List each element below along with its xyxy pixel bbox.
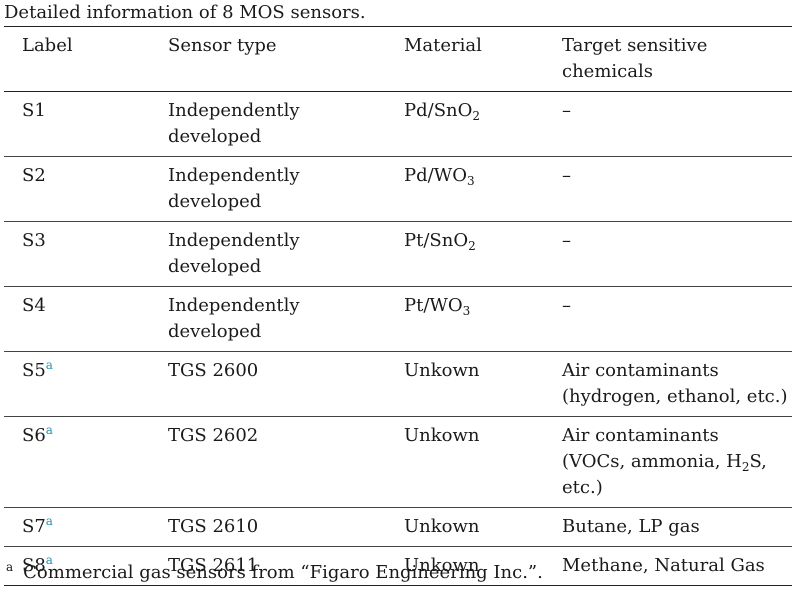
material-subscript: 2 — [472, 109, 481, 123]
cell-target: – — [562, 91, 792, 157]
cell-label: S8a — [4, 546, 168, 586]
label-text: S8 — [22, 555, 46, 576]
cell-label: S4 — [4, 286, 168, 352]
header-row: Label Sensor type Material Target sensit… — [4, 26, 792, 92]
header-sensor-type: Sensor type — [168, 26, 404, 92]
label-text: S3 — [22, 230, 46, 251]
cell-material: Unkown — [404, 351, 562, 417]
target-text: – — [562, 295, 571, 316]
material-text: Unkown — [404, 516, 480, 537]
material-subscript: 3 — [462, 304, 471, 318]
table-row: S3 Independently developed Pt/SnO2 – — [4, 221, 792, 287]
cell-material: Unkown — [404, 507, 562, 547]
target-text: Air contaminants — [562, 360, 719, 381]
material-text: Pd/SnO — [404, 100, 473, 121]
type-text-2: developed — [168, 191, 262, 212]
cell-sensor-type: Independently developed — [168, 286, 404, 352]
table-row: S4 Independently developed Pt/WO3 – — [4, 286, 792, 352]
target-subscript: 2 — [741, 460, 750, 474]
cell-target: Methane, Natural Gas — [562, 546, 792, 586]
material-subscript: 2 — [468, 239, 476, 253]
table-row: S1 Independently developed Pd/SnO2 – — [4, 91, 792, 157]
table-row: S5a TGS 2600 Unkown Air contaminants (hyd… — [4, 351, 792, 417]
footnote-marker-link[interactable]: a — [45, 423, 53, 437]
cell-target: Air contaminants (hydrogen, ethanol, etc.… — [562, 351, 792, 417]
table-row: S2 Independently developed Pd/WO3 – — [4, 156, 792, 222]
type-text-2: developed — [168, 126, 262, 147]
cell-sensor-type: Independently developed — [168, 156, 404, 222]
cell-sensor-type: TGS 2611 — [168, 546, 404, 586]
cell-target: – — [562, 156, 792, 222]
footnote-marker: a — [6, 560, 14, 574]
material-subscript: 3 — [466, 174, 475, 188]
type-text-2: developed — [168, 321, 262, 342]
cell-label: S7a — [4, 507, 168, 547]
type-text-2: developed — [168, 256, 262, 277]
footnote-text: Commercial gas sensors from “Figaro Engi… — [23, 562, 543, 583]
cell-label: S3 — [4, 221, 168, 287]
table-row: S6a TGS 2602 Unkown Air contaminants (VOC… — [4, 416, 792, 508]
cell-target: – — [562, 221, 792, 287]
material-text: Unkown — [404, 555, 480, 576]
footnote-marker-link[interactable]: a — [45, 553, 53, 567]
cell-material: Pd/SnO2 — [404, 91, 562, 157]
type-text: Independently — [168, 230, 300, 251]
target-text-2: (hydrogen, ethanol, etc.) — [562, 386, 788, 407]
material-text: Unkown — [404, 425, 480, 446]
label-text: S2 — [22, 165, 46, 186]
cell-label: S6a — [4, 416, 168, 508]
table-caption: Detailed information of 8 MOS sensors. — [4, 2, 366, 23]
cell-material: Unkown — [404, 546, 562, 586]
header-target: Target sensitive chemicals — [562, 26, 792, 92]
material-text: Pt/SnO — [404, 230, 469, 251]
label-text: S4 — [22, 295, 46, 316]
cell-material: Pt/WO3 — [404, 286, 562, 352]
table-footnote: a Commercial gas sensors from “Figaro Eng… — [4, 560, 543, 584]
material-text: Pt/WO — [404, 295, 463, 316]
label-text: S1 — [22, 100, 46, 121]
target-text-2: (VOCs, ammonia, H — [562, 451, 742, 472]
cell-sensor-type: Independently developed — [168, 91, 404, 157]
cell-label: S5a — [4, 351, 168, 417]
type-text: Independently — [168, 295, 300, 316]
cell-label: S1 — [4, 91, 168, 157]
cell-sensor-type: TGS 2610 — [168, 507, 404, 547]
header-material: Material — [404, 26, 562, 92]
material-text: Pd/WO — [404, 165, 467, 186]
footnote-marker-link[interactable]: a — [45, 514, 53, 528]
cell-sensor-type: TGS 2602 — [168, 416, 404, 508]
cell-target: Air contaminants (VOCs, ammonia, H2S, etc.… — [562, 416, 792, 508]
cell-label: S2 — [4, 156, 168, 222]
label-text: S7 — [22, 516, 46, 537]
label-text: S5 — [22, 360, 46, 381]
cell-material: Pt/SnO2 — [404, 221, 562, 287]
cell-sensor-type: Independently developed — [168, 221, 404, 287]
target-text: Air contaminants — [562, 425, 719, 446]
type-text: Independently — [168, 165, 300, 186]
target-text: – — [562, 230, 571, 251]
material-text: Unkown — [404, 360, 480, 381]
cell-sensor-type: TGS 2600 — [168, 351, 404, 417]
cell-material: Pd/WO3 — [404, 156, 562, 222]
target-text-3: etc.) — [562, 477, 603, 498]
footnote-marker-link[interactable]: a — [45, 358, 53, 372]
cell-target: Butane, LP gas — [562, 507, 792, 547]
table-row: S8a TGS 2611 Unkown Methane, Natural Gas — [4, 546, 792, 586]
type-text: TGS 2602 — [168, 425, 259, 446]
target-text-2b: S, — [749, 451, 767, 472]
cell-target: – — [562, 286, 792, 352]
label-text: S6 — [22, 425, 46, 446]
target-text: – — [562, 165, 571, 186]
type-text: Independently — [168, 100, 300, 121]
type-text: TGS 2611 — [168, 555, 259, 576]
target-text: Methane, Natural Gas — [562, 555, 765, 576]
target-text: Butane, LP gas — [562, 516, 700, 537]
header-label: Label — [4, 26, 168, 92]
table-row: S7a TGS 2610 Unkown Butane, LP gas — [4, 507, 792, 547]
sensor-table: Label Sensor type Material Target sensit… — [4, 26, 792, 586]
type-text: TGS 2610 — [168, 516, 259, 537]
target-text: – — [562, 100, 571, 121]
cell-material: Unkown — [404, 416, 562, 508]
type-text: TGS 2600 — [168, 360, 259, 381]
